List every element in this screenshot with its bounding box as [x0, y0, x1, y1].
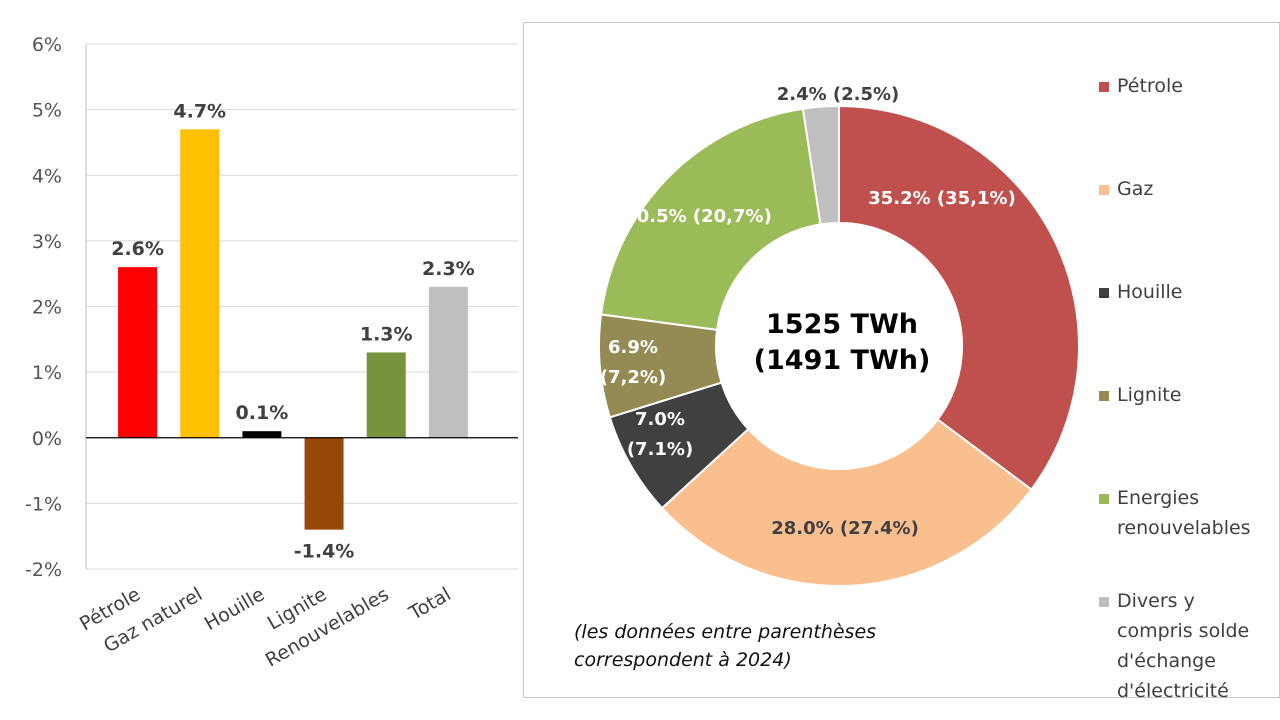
- legend-swatch: [1099, 185, 1109, 195]
- y-tick-label: 4%: [32, 165, 62, 187]
- legend-label: Pétrole: [1117, 75, 1183, 97]
- donut-footnote: (les données entre parenthèses correspon…: [574, 621, 877, 671]
- legend-label: Houille: [1117, 281, 1183, 303]
- bar: [180, 129, 220, 438]
- donut-chart: 35.2% (35,1%) 28.0% (27.4%) 7.0% (7.1%) 6.9%…: [598, 84, 1080, 587]
- bar-value-label: -1.4%: [294, 541, 355, 563]
- x-category-label: Total: [405, 583, 455, 625]
- y-tick-label: -2%: [25, 559, 62, 581]
- bar-value-label: 2.6%: [111, 238, 164, 260]
- y-tick-label: 2%: [32, 297, 62, 319]
- bar-value-label: 4.7%: [173, 100, 226, 122]
- legend-label: Divers y compris solde d'échange d'élect…: [1117, 590, 1250, 702]
- legend-item: Gaz: [1099, 174, 1274, 204]
- bar: [242, 431, 282, 438]
- y-tick-label: 0%: [32, 428, 62, 450]
- legend-swatch: [1099, 288, 1109, 298]
- legend-item: Lignite: [1099, 380, 1274, 410]
- legend-label: Energies renouvelables: [1117, 487, 1251, 539]
- y-tick-label: 3%: [32, 231, 62, 253]
- donut-slice: [599, 107, 822, 331]
- donut-center-label: (1491 TWh): [754, 345, 931, 376]
- legend-item: Pétrole: [1099, 71, 1274, 101]
- y-tick-label: -1%: [25, 493, 62, 515]
- legend-item: Divers y compris solde d'échange d'élect…: [1099, 586, 1274, 706]
- slice-value-label: 7.0% (7.1%): [627, 409, 693, 460]
- bar-value-label: 0.1%: [236, 402, 289, 424]
- slice-value-label: 28.0% (27.4%): [771, 518, 919, 539]
- donut-slice: [838, 104, 1080, 491]
- bar-value-label: 2.3%: [422, 258, 475, 280]
- y-tick-label: 6%: [32, 34, 62, 56]
- donut-center-label: 1525 TWh: [766, 309, 918, 340]
- legend-label: Gaz: [1117, 178, 1154, 200]
- bar: [304, 437, 344, 530]
- legend-label: Lignite: [1117, 384, 1182, 406]
- donut-slice: [801, 104, 840, 226]
- legend-item: Houille: [1099, 277, 1274, 307]
- bar: [428, 286, 468, 438]
- legend-swatch: [1099, 494, 1109, 504]
- legend-swatch: [1099, 597, 1109, 607]
- y-tick-label: 5%: [32, 100, 62, 122]
- x-category-label: Houille: [201, 583, 269, 635]
- slice-value-label: 35.2% (35,1%): [868, 188, 1016, 209]
- legend-swatch: [1099, 391, 1109, 401]
- slice-value-label: 6.9% (7,2%): [600, 337, 666, 388]
- bar-value-label: 1.3%: [360, 323, 413, 345]
- donut-panel: 35.2% (35,1%) 28.0% (27.4%) 7.0% (7.1%) 6.9%…: [523, 22, 1280, 702]
- y-tick-label: 1%: [32, 362, 62, 384]
- slice-value-label: 20.5% (20,7%): [624, 206, 772, 227]
- legend-item: Energies renouvelables: [1099, 483, 1274, 543]
- donut-slice: [660, 418, 1033, 587]
- bar: [366, 352, 406, 438]
- slice-value-label: 2.4% (2.5%): [777, 84, 900, 105]
- legend-swatch: [1099, 82, 1109, 92]
- bar: [118, 267, 158, 438]
